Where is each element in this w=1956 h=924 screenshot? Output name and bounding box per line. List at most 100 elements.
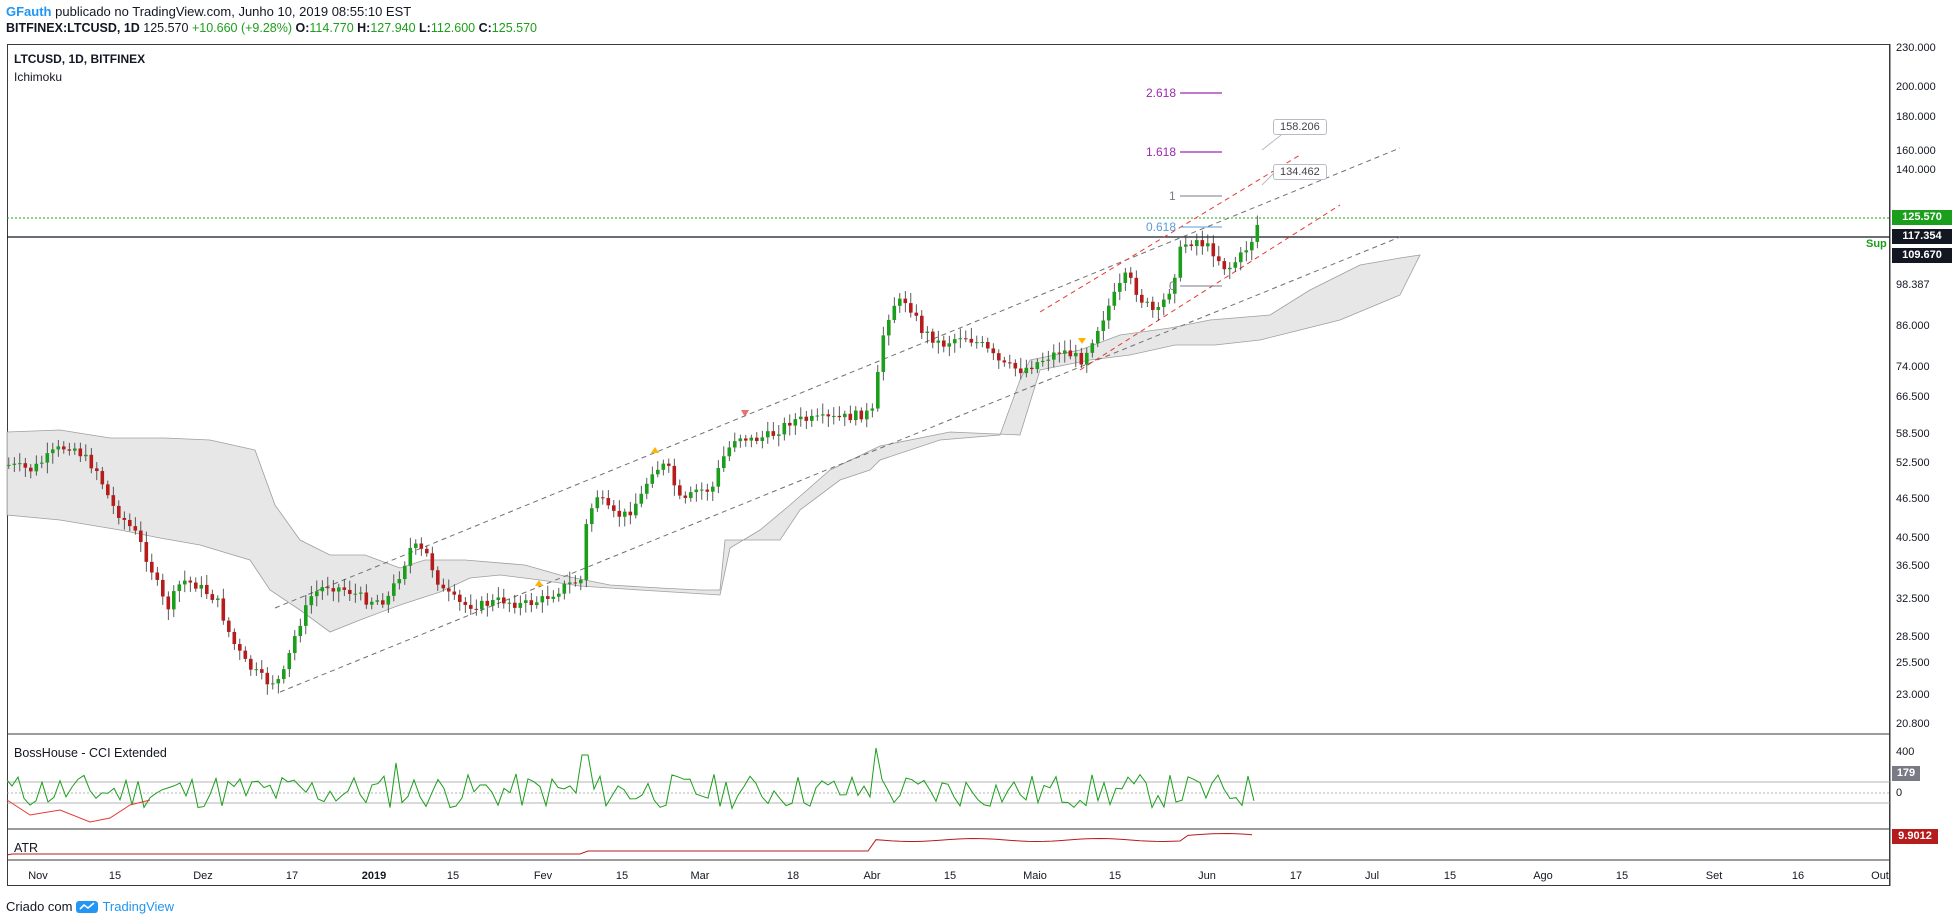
candle-up[interactable]: [1195, 240, 1199, 247]
candle-down[interactable]: [1200, 240, 1205, 247]
candle-up[interactable]: [562, 583, 567, 594]
candle-up[interactable]: [711, 486, 715, 492]
candle-down[interactable]: [342, 587, 347, 590]
candle-up[interactable]: [1035, 362, 1040, 370]
candle-up[interactable]: [309, 596, 314, 606]
candle-down[interactable]: [144, 542, 149, 562]
candle-down[interactable]: [452, 591, 457, 595]
candle-up[interactable]: [491, 600, 495, 606]
candle-up[interactable]: [645, 483, 649, 494]
red-channel-lower[interactable]: [1079, 204, 1341, 371]
candle-up[interactable]: [51, 449, 55, 454]
channel-upper-line[interactable]: [274, 147, 1401, 609]
candle-down[interactable]: [265, 672, 270, 685]
candle-down[interactable]: [1068, 350, 1073, 357]
candle-up[interactable]: [953, 339, 957, 344]
candle-up[interactable]: [584, 524, 589, 580]
candle-down[interactable]: [1151, 301, 1155, 310]
candle-down[interactable]: [425, 548, 429, 554]
candle-down[interactable]: [788, 422, 792, 426]
candle-up[interactable]: [650, 474, 655, 484]
candle-up[interactable]: [854, 410, 858, 421]
candle-up[interactable]: [524, 600, 528, 603]
candle-down[interactable]: [601, 497, 605, 499]
candle-up[interactable]: [315, 591, 319, 597]
candle-down[interactable]: [744, 438, 748, 441]
candle-down[interactable]: [326, 587, 330, 589]
candle-down[interactable]: [221, 598, 226, 621]
candle-up[interactable]: [947, 343, 952, 347]
candle-down[interactable]: [804, 416, 809, 421]
candle-up[interactable]: [722, 456, 726, 469]
candle-up[interactable]: [958, 338, 963, 340]
candle-up[interactable]: [815, 415, 820, 417]
candle-up[interactable]: [925, 331, 930, 333]
candle-up[interactable]: [507, 602, 512, 604]
candle-up[interactable]: [1239, 252, 1243, 263]
candle-down[interactable]: [106, 484, 110, 496]
candle-up[interactable]: [881, 335, 886, 372]
candle-up[interactable]: [320, 587, 325, 592]
candle-up[interactable]: [887, 319, 891, 336]
candle-down[interactable]: [513, 602, 517, 608]
candle-up[interactable]: [1085, 352, 1089, 365]
candle-up[interactable]: [799, 416, 803, 420]
candle-down[interactable]: [667, 463, 671, 466]
candle-down[interactable]: [29, 467, 33, 472]
candle-up[interactable]: [661, 463, 666, 470]
candle-up[interactable]: [1228, 267, 1232, 270]
candle-up[interactable]: [716, 468, 721, 487]
candle-down[interactable]: [447, 588, 451, 592]
candle-down[interactable]: [529, 600, 534, 606]
candle-down[interactable]: [474, 608, 479, 610]
candle-down[interactable]: [243, 650, 248, 659]
candle-down[interactable]: [931, 331, 935, 343]
candle-down[interactable]: [628, 511, 633, 516]
candle-down[interactable]: [1079, 352, 1084, 365]
candle-up[interactable]: [1046, 359, 1051, 361]
candle-down[interactable]: [914, 312, 919, 316]
candle-up[interactable]: [727, 447, 732, 457]
candle-up[interactable]: [392, 583, 396, 596]
candle-up[interactable]: [1156, 307, 1161, 310]
candle-down[interactable]: [942, 340, 946, 347]
candle-up[interactable]: [865, 410, 869, 420]
candle-up[interactable]: [936, 340, 941, 343]
candle-down[interactable]: [612, 505, 616, 511]
cci-legend[interactable]: BossHouse - CCI Extended: [14, 746, 167, 760]
candle-down[interactable]: [986, 341, 990, 349]
candle-down[interactable]: [260, 669, 264, 673]
candle-up[interactable]: [832, 415, 836, 417]
candle-up[interactable]: [282, 669, 286, 680]
candle-up[interactable]: [1145, 301, 1150, 303]
candle-down[interactable]: [205, 584, 209, 595]
candle-up[interactable]: [1074, 352, 1078, 357]
candle-up[interactable]: [359, 592, 363, 594]
candle-down[interactable]: [161, 579, 165, 597]
candle-up[interactable]: [1024, 367, 1029, 374]
candle-up[interactable]: [535, 602, 539, 606]
candle-up[interactable]: [1107, 305, 1111, 321]
candle-down[interactable]: [502, 597, 506, 604]
candle-down[interactable]: [364, 592, 369, 605]
candle-up[interactable]: [34, 463, 39, 472]
candle-up[interactable]: [1244, 250, 1249, 253]
candle-up[interactable]: [738, 438, 743, 442]
candle-down[interactable]: [23, 463, 28, 468]
candle-down[interactable]: [238, 644, 242, 651]
candle-down[interactable]: [117, 505, 121, 518]
candle-down[interactable]: [546, 596, 550, 599]
candle-up[interactable]: [375, 600, 380, 602]
candle-up[interactable]: [1178, 246, 1183, 278]
target-label-158[interactable]: 158.206: [1273, 119, 1327, 135]
candle-up[interactable]: [12, 463, 17, 465]
candle-up[interactable]: [1118, 283, 1122, 292]
candle-up[interactable]: [821, 414, 825, 416]
candle-up[interactable]: [590, 508, 594, 525]
candle-down[interactable]: [837, 415, 842, 418]
candle-up[interactable]: [353, 593, 358, 595]
candle-up[interactable]: [694, 489, 699, 493]
candle-up[interactable]: [1090, 343, 1095, 353]
candle-down[interactable]: [969, 338, 974, 343]
candle-up[interactable]: [254, 669, 259, 671]
